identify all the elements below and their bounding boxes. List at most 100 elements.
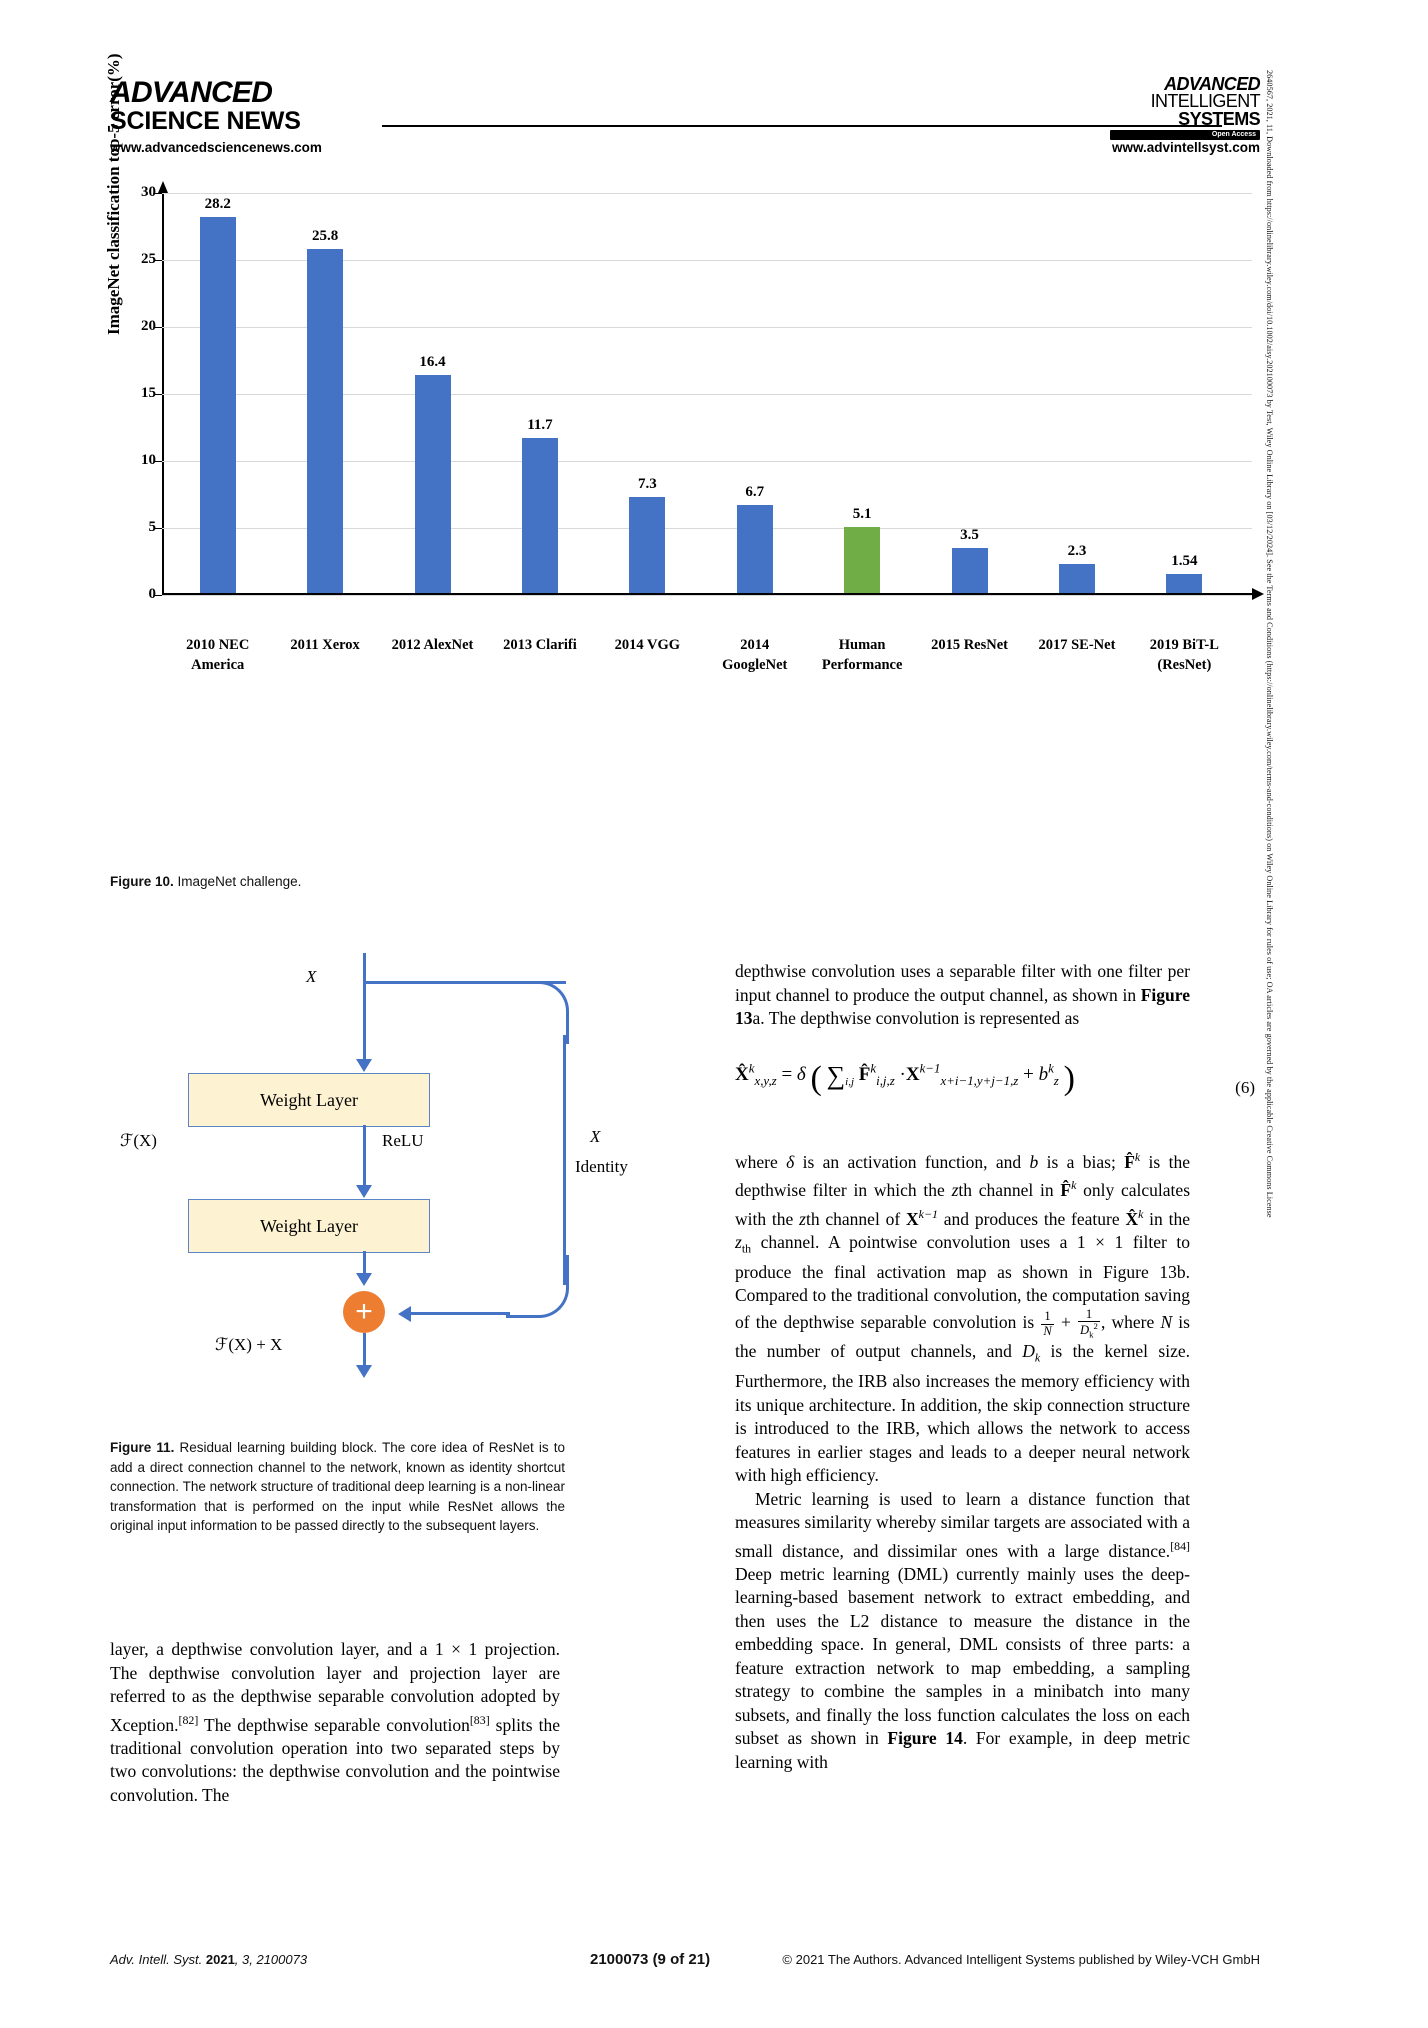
chart-bar-value-label: 25.8 bbox=[311, 228, 339, 245]
chart-bar-value-label: 28.2 bbox=[204, 196, 231, 213]
y-axis-arrow-icon bbox=[158, 181, 168, 193]
plus-symbol: + bbox=[355, 1295, 373, 1328]
chart-bar[interactable]: 2.3 bbox=[1058, 543, 1095, 595]
journal-url-right[interactable]: www.advintellsyst.com bbox=[1111, 140, 1260, 155]
chart-x-tick-label: 2010 NEC America bbox=[164, 635, 271, 675]
chart-bar[interactable]: 28.2 bbox=[199, 196, 236, 595]
chart-bar-cell: 28.2 bbox=[164, 193, 271, 595]
residual-block-diagram: X Weight Layer ReLU ℱ(X) X Identity Weig… bbox=[110, 935, 700, 1385]
chart-bar[interactable]: 11.7 bbox=[521, 417, 558, 595]
identity-x-label: X bbox=[590, 1127, 601, 1146]
chart-bar-value-label: 7.3 bbox=[637, 476, 657, 493]
chart-bar[interactable]: 25.8 bbox=[307, 228, 344, 595]
chart-x-tick-label: 2019 BiT-L (ResNet) bbox=[1131, 635, 1238, 675]
equation-6-number: (6) bbox=[1235, 1078, 1255, 1097]
chart-x-tick-labels: 2010 NEC America 2011 Xerox 2012 AlexNet 201… bbox=[164, 635, 1238, 675]
chart-bar[interactable]: 16.4 bbox=[414, 354, 451, 595]
advanced-intelligent-systems-logo: ADVANCED INTELLIGENT SYSTEMS Open Access bbox=[1110, 74, 1261, 140]
weight-layer-box-1: Weight Layer bbox=[188, 1073, 430, 1127]
page-header: ADVANCED SCIENCE NEWS www.advancedscienc… bbox=[110, 74, 1261, 173]
chart-y-tick-label: 10 bbox=[141, 451, 156, 468]
chart-bar-cell: 5.1 bbox=[808, 193, 915, 595]
chart-bar-cell: 6.7 bbox=[701, 193, 808, 595]
chart-x-tick-line1: 2014 VGG bbox=[614, 637, 681, 653]
skip-connection-arrowhead-icon bbox=[398, 1306, 411, 1322]
publisher-url-left[interactable]: www.advancedsciencenews.com bbox=[110, 140, 322, 155]
chart-x-tick-label: 2013 Clarifi bbox=[486, 635, 593, 675]
chart-x-tick-label: 2017 SE-Net bbox=[1023, 635, 1130, 675]
chart-bar-cell: 7.3 bbox=[594, 193, 701, 595]
left-column-paragraph: layer, a depthwise convolution layer, an… bbox=[110, 1639, 560, 1805]
advanced-science-news-logo: ADVANCED SCIENCE NEWS bbox=[110, 78, 301, 135]
figure-10-label: Figure 10. bbox=[110, 874, 174, 889]
chart-bar[interactable]: 5.1 bbox=[844, 506, 881, 595]
skip-connection-corner-bottom bbox=[506, 1255, 569, 1318]
logo-left-line2: SCIENCE NEWS bbox=[110, 107, 301, 135]
chart-x-tick-line2: GoogleNet bbox=[722, 657, 788, 673]
relu-arrowhead-icon bbox=[356, 1185, 372, 1198]
chart-x-tick-line1: 2010 NEC bbox=[186, 637, 250, 653]
chart-bar-cell: 25.8 bbox=[271, 193, 378, 595]
chart-bar[interactable]: 1.54 bbox=[1166, 553, 1203, 595]
download-rights-note: 2640567, 2021, 11, Downloaded from https… bbox=[1265, 70, 1274, 1218]
chart-x-tick-line1: 2013 Clarifi bbox=[503, 637, 577, 653]
to-sum-arrowhead-icon bbox=[356, 1273, 372, 1286]
chart-gridline bbox=[162, 326, 1252, 328]
chart-x-tick-line1: 2015 ResNet bbox=[931, 637, 1008, 653]
chart-y-tick-label: 30 bbox=[141, 184, 156, 200]
skip-connection-right bbox=[563, 1035, 566, 1285]
chart-gridline bbox=[162, 259, 1252, 261]
chart-bar-value-label: 1.54 bbox=[1171, 553, 1198, 570]
chart-x-tick-label: 2011 Xerox bbox=[271, 635, 378, 675]
chart-y-tick-label: 5 bbox=[148, 519, 157, 535]
chart-y-tick-mark bbox=[155, 259, 162, 261]
chart-x-tick-line2: America bbox=[191, 657, 245, 673]
chart-plot-area: 0 5 10 15 20 25 30 28.2 25.8 16.4 11.7 7.3 6.7 5.1 3.… bbox=[141, 181, 1264, 602]
chart-x-axis bbox=[162, 593, 1252, 595]
diagram-input-arrowhead-icon bbox=[356, 1059, 372, 1072]
weight-layer-box-2: Weight Layer bbox=[188, 1199, 430, 1253]
chart-y-tick-mark bbox=[155, 460, 162, 462]
right-body-column: where δ is an activation function, and b… bbox=[735, 1146, 1190, 1774]
x-axis-arrow-icon bbox=[1252, 588, 1264, 600]
chart-y-axis-label: ImageNet classification top-5 error(%) bbox=[104, 53, 123, 335]
chart-x-tick-line2: (ResNet) bbox=[1157, 657, 1212, 673]
footer-year: 2021 bbox=[205, 1952, 235, 1967]
imagenet-challenge-chart: ImageNet classification top-5 error(%) 0… bbox=[104, 53, 1264, 685]
relu-connector-line bbox=[363, 1125, 366, 1189]
chart-bar-value-label: 5.1 bbox=[852, 505, 872, 522]
relu-label: ReLU bbox=[382, 1131, 424, 1150]
chart-x-tick-line1: Human bbox=[838, 637, 886, 653]
chart-gridline bbox=[162, 394, 1252, 395]
chart-x-tick-line1: 2019 BiT-L bbox=[1149, 637, 1219, 653]
chart-y-tick-mark bbox=[155, 193, 162, 194]
skip-connection-top bbox=[366, 981, 566, 984]
chart-x-tick-label: Human Performance bbox=[808, 635, 915, 675]
output-line bbox=[363, 1333, 366, 1371]
chart-x-tick-line2: Performance bbox=[821, 657, 903, 673]
logo-right-line1: ADVANCED bbox=[1164, 74, 1260, 94]
chart-bar-value-label: 3.5 bbox=[960, 527, 979, 544]
chart-bar[interactable]: 6.7 bbox=[736, 484, 773, 595]
right-para-a-pre: depthwise convolution uses a separable f… bbox=[735, 961, 1190, 1005]
to-sum-line bbox=[363, 1251, 366, 1279]
chart-bars: 28.2 25.8 16.4 11.7 7.3 6.7 5.1 3.5 2.3 1.54 bbox=[164, 193, 1238, 595]
figure-10-caption: Figure 10. ImageNet challenge. bbox=[110, 872, 710, 892]
open-access-label: Open Access bbox=[1211, 131, 1256, 138]
figure-11-caption: Figure 11. Residual learning building bl… bbox=[110, 1438, 565, 1536]
left-body-column: layer, a depthwise convolution layer, an… bbox=[110, 1638, 560, 1807]
right-column-paragraph-b: where δ is an activation function, and b… bbox=[735, 1150, 1190, 1486]
chart-x-tick-label: 2014 VGG bbox=[594, 635, 701, 675]
chart-y-tick-label: 25 bbox=[141, 250, 156, 267]
chart-bar-value-label: 6.7 bbox=[745, 484, 765, 501]
chart-bar-cell: 3.5 bbox=[916, 193, 1023, 595]
right-column-paragraph-c: Metric learning is used to learn a dista… bbox=[735, 1488, 1190, 1772]
chart-gridline bbox=[162, 528, 1252, 529]
skip-connection-corner-top bbox=[506, 981, 569, 1044]
equation-6: X̂kx,y,z = δ ( ∑i,j F̂ki,j,z ·Xk−1x+i−1,… bbox=[735, 1060, 1255, 1120]
chart-bar[interactable]: 7.3 bbox=[629, 476, 666, 595]
footer-journal: Adv. Intell. Syst. bbox=[110, 1952, 203, 1967]
chart-bar[interactable]: 3.5 bbox=[951, 527, 988, 595]
weight-layer-1-label: Weight Layer bbox=[259, 1089, 358, 1110]
chart-y-tick-label: 0 bbox=[148, 586, 157, 602]
